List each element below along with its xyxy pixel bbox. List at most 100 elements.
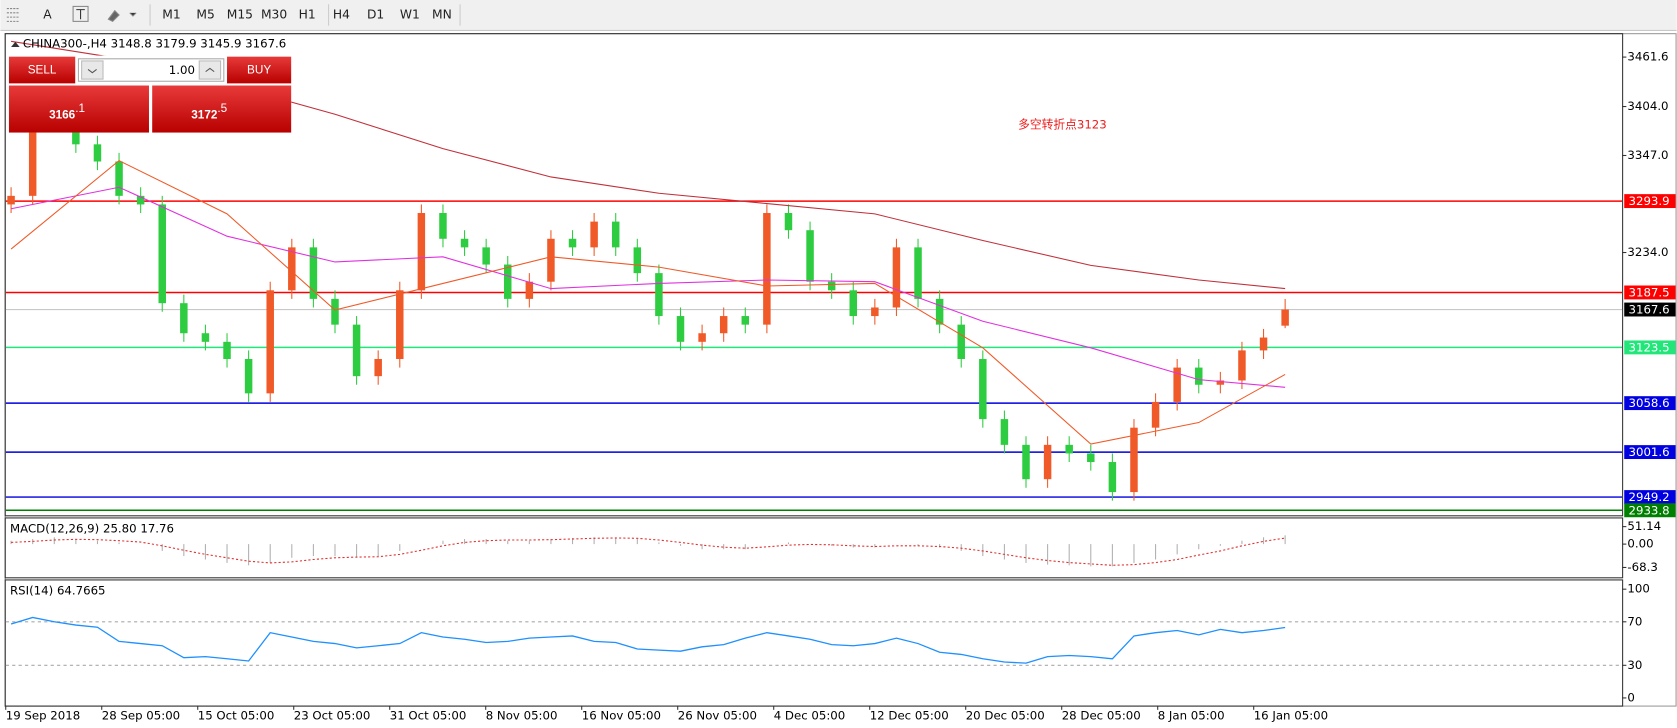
candle-body	[115, 161, 123, 196]
macd-bar	[118, 542, 120, 545]
volume-up[interactable]	[198, 60, 222, 80]
macd-bar	[874, 544, 876, 548]
y-tick-label: 3234.0	[1627, 245, 1668, 259]
macd-bar	[939, 544, 941, 548]
x-tick-label: 12 Dec 05:00	[870, 709, 949, 723]
macd-bar	[1025, 544, 1027, 563]
candle-body	[1087, 453, 1095, 463]
candle-body	[525, 281, 534, 299]
bid-box[interactable]	[8, 85, 149, 133]
price-tag	[1624, 490, 1676, 505]
macd-bar	[1047, 544, 1049, 565]
candle-body	[439, 213, 447, 239]
macd-bar	[1155, 544, 1157, 560]
toolbar-button[interactable]: A	[43, 7, 52, 21]
candle-body	[590, 221, 598, 248]
toolbar-button[interactable]: M15	[227, 7, 253, 21]
candle-body	[7, 195, 15, 205]
macd-bar	[161, 544, 163, 551]
x-tick-label: 16 Jan 05:00	[1254, 709, 1328, 723]
macd-bar	[1219, 544, 1221, 546]
macd-bar	[917, 544, 919, 546]
arrow-icon	[87, 69, 97, 74]
toolbar-button[interactable]: M30	[261, 7, 287, 21]
macd-bar	[334, 544, 336, 557]
x-tick-label: 8 Jan 05:00	[1158, 709, 1225, 723]
toolbar-button[interactable]: M5	[196, 7, 214, 21]
macd-bar	[679, 544, 682, 546]
macd-bar	[723, 544, 725, 550]
x-tick-label: 16 Nov 05:00	[582, 709, 661, 723]
chart-window	[4, 33, 1677, 707]
macd-bar	[528, 540, 530, 545]
candle-body	[244, 358, 253, 394]
trade-panel: SELL 1.00 BUY 3166 .1 3172 .5	[8, 55, 292, 133]
x-tick-label: 31 Oct 05:00	[390, 709, 467, 723]
y-tick-label: 0	[1627, 690, 1634, 704]
toolbar-button[interactable]: W1	[400, 7, 420, 21]
price-tag	[1624, 302, 1676, 317]
y-tick-label: -68.3	[1627, 560, 1657, 574]
collapse-icon[interactable]	[11, 41, 20, 48]
candle-body	[871, 307, 879, 317]
arrow-icon	[205, 67, 215, 73]
x-tick-label: 28 Sep 05:00	[102, 709, 180, 723]
candle-body	[1022, 444, 1030, 480]
ask-box[interactable]	[152, 85, 292, 133]
candle-body	[482, 247, 490, 265]
macd-signal	[11, 537, 1286, 566]
y-tick-label: 3347.0	[1627, 148, 1668, 162]
candle-body	[914, 247, 922, 299]
toolbar-button[interactable]: M1	[162, 7, 180, 21]
rsi-title: RSI(14) 64.7665	[10, 584, 106, 598]
bid-fraction: .1	[75, 102, 85, 115]
macd-bar	[852, 544, 854, 548]
buy-button[interactable]	[227, 56, 292, 84]
macd-bar	[1263, 537, 1265, 545]
macd-bar	[356, 544, 358, 558]
sell-label: SELL	[28, 64, 57, 77]
candle-body	[374, 358, 382, 377]
volume-down[interactable]	[81, 60, 104, 80]
macd-bar	[1068, 544, 1070, 566]
candle-body	[352, 324, 361, 377]
candle-body	[957, 324, 965, 359]
y-tick-label: 100	[1627, 582, 1649, 596]
x-tick-label: 28 Dec 05:00	[1062, 709, 1141, 723]
x-tick-label: 23 Oct 05:00	[294, 709, 371, 723]
macd-bar	[96, 540, 98, 545]
macd-bar	[248, 544, 250, 566]
candle-body	[28, 122, 37, 196]
y-tick-label: 3404.0	[1627, 99, 1668, 113]
price-tag-label: 2933.8	[1629, 503, 1670, 517]
price-tag	[1624, 194, 1676, 209]
toolbar-button[interactable]: D1	[367, 7, 384, 21]
candle-body	[1216, 380, 1225, 385]
y-tick-label: 3461.6	[1627, 50, 1668, 64]
macd-bar	[960, 544, 962, 551]
macd-panel	[4, 517, 1624, 579]
toolbar-button[interactable]: MN	[432, 7, 452, 21]
macd-bar	[269, 544, 271, 563]
macd-bar	[1176, 544, 1178, 555]
y-tick-label: 70	[1627, 614, 1642, 628]
price-tag-label: 3187.5	[1629, 285, 1670, 299]
moving-average	[10, 186, 1286, 388]
toolbar-button[interactable]: H1	[299, 7, 316, 21]
macd-bar	[1090, 544, 1092, 567]
volume-input[interactable]	[77, 58, 225, 82]
macd-bar	[1111, 544, 1113, 567]
candle-body	[1195, 367, 1203, 385]
macd-bar	[615, 537, 617, 545]
macd-bar	[442, 540, 444, 545]
ask-main: 3172	[191, 109, 218, 122]
candle-body	[1000, 419, 1009, 445]
candle-body	[201, 333, 210, 342]
candle-body	[827, 281, 836, 291]
toolbar-button[interactable]: H4	[333, 7, 350, 21]
sell-button[interactable]	[8, 56, 76, 84]
price-tag-label: 2949.2	[1629, 490, 1670, 504]
price-plot	[5, 40, 1623, 512]
price-tag	[1624, 285, 1676, 300]
